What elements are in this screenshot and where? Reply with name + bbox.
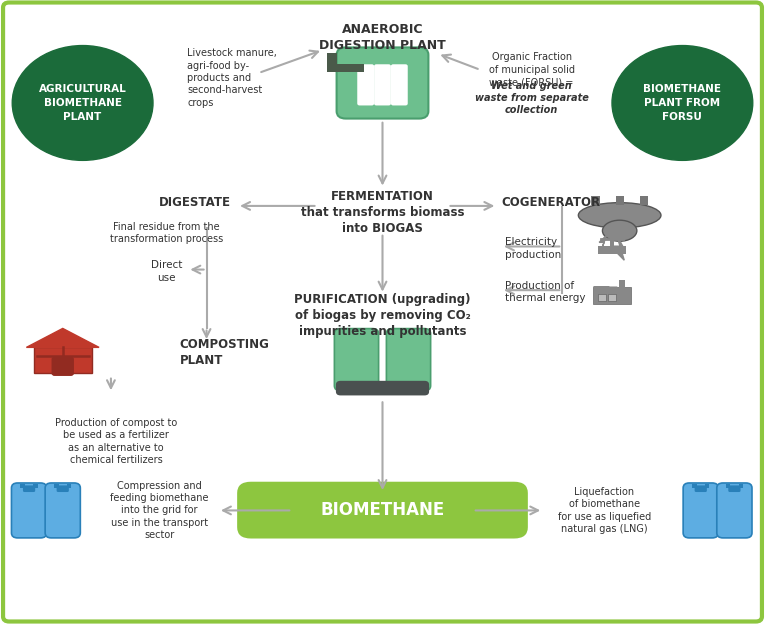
- FancyBboxPatch shape: [728, 485, 741, 492]
- FancyBboxPatch shape: [640, 195, 648, 205]
- Text: Direct
use: Direct use: [151, 260, 182, 283]
- FancyBboxPatch shape: [327, 64, 364, 72]
- FancyBboxPatch shape: [738, 484, 743, 487]
- FancyBboxPatch shape: [391, 64, 408, 105]
- Text: AGRICULTURAL
BIOMETHANE
PLANT: AGRICULTURAL BIOMETHANE PLANT: [39, 84, 126, 122]
- FancyBboxPatch shape: [607, 294, 617, 301]
- FancyBboxPatch shape: [67, 484, 71, 487]
- FancyBboxPatch shape: [237, 482, 528, 539]
- FancyBboxPatch shape: [619, 280, 626, 291]
- Text: FERMENTATION
that transforms biomass
into BIOGAS: FERMENTATION that transforms biomass int…: [301, 190, 464, 235]
- Text: DIGESTATE: DIGESTATE: [159, 197, 231, 209]
- FancyBboxPatch shape: [695, 485, 707, 492]
- FancyBboxPatch shape: [45, 483, 80, 538]
- FancyBboxPatch shape: [419, 381, 425, 392]
- FancyBboxPatch shape: [357, 64, 374, 105]
- FancyBboxPatch shape: [34, 348, 92, 373]
- Text: Compression and
feeding biomethane
into the grid for
use in the transport
sector: Compression and feeding biomethane into …: [110, 480, 208, 540]
- FancyBboxPatch shape: [54, 484, 59, 487]
- FancyBboxPatch shape: [726, 484, 731, 487]
- FancyBboxPatch shape: [386, 329, 431, 391]
- FancyBboxPatch shape: [692, 484, 697, 487]
- FancyBboxPatch shape: [11, 483, 47, 538]
- Polygon shape: [26, 328, 99, 348]
- FancyBboxPatch shape: [598, 246, 626, 254]
- FancyBboxPatch shape: [327, 53, 337, 72]
- FancyBboxPatch shape: [374, 64, 391, 105]
- FancyBboxPatch shape: [683, 483, 718, 538]
- FancyBboxPatch shape: [33, 484, 37, 487]
- FancyBboxPatch shape: [337, 47, 428, 119]
- Polygon shape: [594, 287, 617, 291]
- Text: Wet and green
waste from separate
collection: Wet and green waste from separate collec…: [475, 80, 588, 115]
- FancyBboxPatch shape: [23, 485, 35, 492]
- Ellipse shape: [578, 203, 661, 228]
- Polygon shape: [610, 235, 624, 260]
- Circle shape: [612, 46, 753, 160]
- Text: Production of compost to
be used as a fertilizer
as an alternative to
chemical f: Production of compost to be used as a fe…: [55, 418, 177, 466]
- FancyBboxPatch shape: [336, 381, 429, 396]
- FancyBboxPatch shape: [51, 357, 74, 376]
- FancyBboxPatch shape: [591, 195, 600, 205]
- Ellipse shape: [612, 228, 627, 233]
- FancyBboxPatch shape: [597, 294, 606, 301]
- Circle shape: [12, 46, 153, 160]
- FancyBboxPatch shape: [610, 238, 614, 248]
- Text: COMPOSTING
PLANT: COMPOSTING PLANT: [180, 338, 269, 367]
- Text: PURIFICATION (upgrading)
of biogas by removing CO₂
impurities and pollutants: PURIFICATION (upgrading) of biogas by re…: [295, 293, 470, 338]
- FancyBboxPatch shape: [334, 329, 379, 391]
- Text: Liquefaction
of biomethane
for use as liquefied
natural gas (LNG): Liquefaction of biomethane for use as li…: [558, 487, 651, 534]
- FancyBboxPatch shape: [616, 195, 623, 205]
- Text: Livestock manure,
agri-food by-
products and
second-harvest
crops: Livestock manure, agri-food by- products…: [187, 48, 277, 108]
- FancyBboxPatch shape: [705, 484, 709, 487]
- FancyBboxPatch shape: [21, 484, 25, 487]
- Text: Electricity
production: Electricity production: [505, 237, 562, 260]
- Text: Production of
thermal energy: Production of thermal energy: [505, 281, 585, 303]
- Text: ANAEROBIC
DIGESTION PLANT: ANAEROBIC DIGESTION PLANT: [319, 23, 446, 52]
- Text: Final residue from the
transformation process: Final residue from the transformation pr…: [110, 222, 223, 244]
- FancyBboxPatch shape: [57, 485, 69, 492]
- Text: BIOMETHANE
PLANT FROM
FORSU: BIOMETHANE PLANT FROM FORSU: [643, 84, 721, 122]
- Text: BIOMETHANE: BIOMETHANE: [321, 502, 444, 519]
- Text: COGENERATOR: COGENERATOR: [501, 197, 601, 209]
- Ellipse shape: [603, 220, 637, 241]
- Text: Organic Fraction
of municipal solid
waste (FORSU) =: Organic Fraction of municipal solid wast…: [489, 52, 575, 87]
- FancyBboxPatch shape: [717, 483, 752, 538]
- FancyBboxPatch shape: [594, 287, 630, 304]
- FancyBboxPatch shape: [340, 381, 346, 392]
- Polygon shape: [599, 235, 607, 250]
